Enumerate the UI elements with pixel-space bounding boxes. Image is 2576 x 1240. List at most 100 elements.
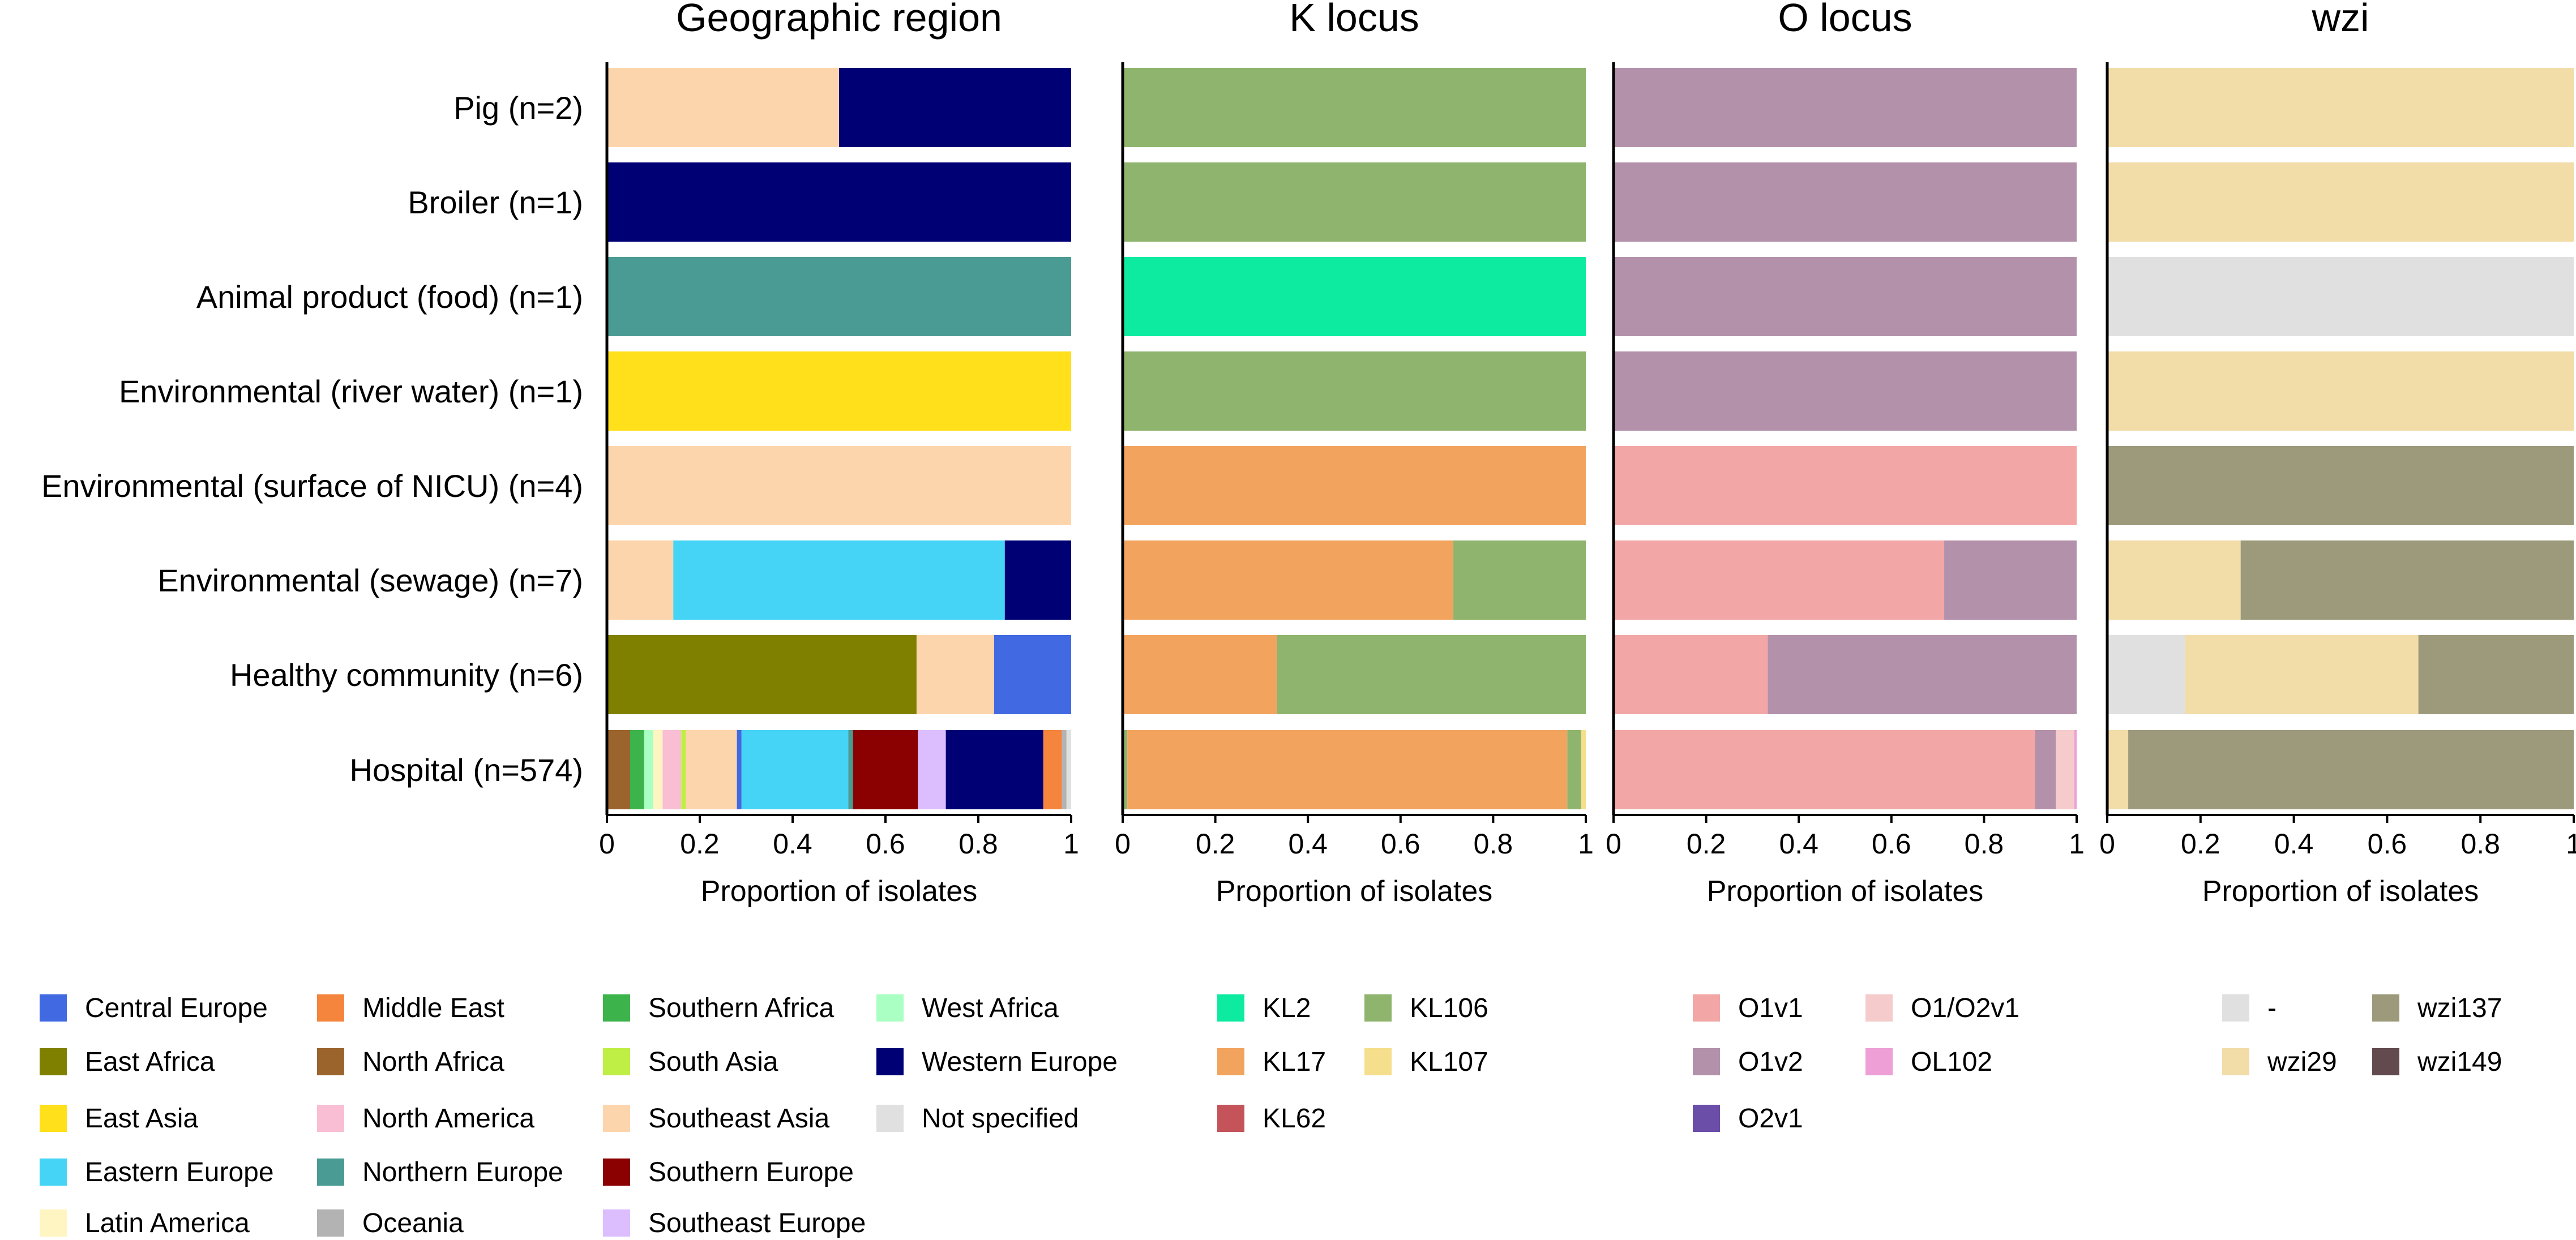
legend-swatch-3-1-0	[2372, 994, 2399, 1022]
legend-swatch-1-0-0	[1217, 994, 1244, 1022]
x-tick-label-3-5: 1	[2566, 828, 2576, 860]
x-axis-label-0: Proportion of isolates	[701, 875, 978, 908]
x-tick-label-3-0: 0	[2099, 828, 2115, 860]
legend-label-0-2-3: Southern Europe	[648, 1157, 854, 1187]
legend-swatch-1-0-1	[1217, 1048, 1244, 1075]
bar-segment-p2-r7-s2	[2056, 730, 2074, 809]
bar-segment-p1-r5-s1	[1453, 540, 1586, 620]
legend-swatch-1-1-1	[1364, 1048, 1392, 1075]
legend-swatch-0-2-0	[603, 994, 630, 1022]
x-axis-label-3: Proportion of isolates	[2202, 875, 2479, 908]
bar-segment-p2-r5-s1	[1944, 540, 2077, 620]
bar-segment-p0-r7-s2	[644, 730, 653, 809]
legend-swatch-0-0-2	[40, 1105, 67, 1132]
legend-swatch-0-2-3	[603, 1159, 630, 1186]
x-tick-label-3-3: 0.6	[2368, 828, 2407, 860]
bar-segment-p0-r7-s7	[737, 730, 742, 809]
bar-segment-p3-r2-s0	[2107, 257, 2574, 336]
bar-segment-p0-r3-s0	[607, 351, 1071, 431]
bar-segment-p0-r0-s0	[607, 68, 839, 147]
legend-swatch-0-2-2	[603, 1105, 630, 1132]
x-tick-label-1-1: 0.2	[1196, 828, 1235, 860]
category-label-6: Healthy community (n=6)	[230, 657, 583, 693]
legend-swatch-3-1-1	[2372, 1048, 2399, 1075]
bar-segment-p0-r2-s0	[607, 257, 1071, 336]
x-axis-label-1: Proportion of isolates	[1216, 875, 1493, 908]
x-tick-label-1-4: 0.8	[1474, 828, 1513, 860]
bar-segment-p0-r7-s12	[945, 730, 1043, 809]
legend-label-0-3-1: Western Europe	[922, 1047, 1118, 1077]
bar-segment-p0-r7-s10	[853, 730, 918, 809]
legend-label-0-2-2: Southeast Asia	[648, 1104, 830, 1134]
legend-label-0-2-4: Southeast Europe	[648, 1208, 866, 1238]
category-label-3: Environmental (river water) (n=1)	[119, 374, 583, 409]
bar-segment-p1-r7-s0	[1123, 730, 1128, 809]
legend-swatch-0-0-4	[40, 1209, 67, 1237]
category-label-5: Environmental (sewage) (n=7)	[157, 563, 583, 598]
legend-label-0-1-3: Northern Europe	[362, 1157, 563, 1187]
bar-segment-p2-r4-s0	[1614, 446, 2077, 525]
bar-segment-p1-r1-s0	[1123, 162, 1586, 242]
legend-label-2-0-2: O2v1	[1738, 1104, 1803, 1134]
category-label-0: Pig (n=2)	[453, 90, 583, 126]
x-tick-label-0-2: 0.4	[773, 828, 812, 860]
x-tick-label-0-0: 0	[599, 828, 615, 860]
legend-label-1-0-0: KL2	[1263, 993, 1311, 1023]
bar-segment-p0-r7-s13	[1043, 730, 1062, 809]
category-label-4: Environmental (surface of NICU) (n=4)	[41, 468, 583, 504]
legend-swatch-0-1-1	[317, 1048, 344, 1075]
legend-label-2-0-1: O1v2	[1738, 1047, 1803, 1077]
legend-swatch-0-3-2	[876, 1105, 904, 1132]
bar-segment-p0-r6-s0	[607, 635, 917, 714]
legend-label-0-1-4: Oceania	[362, 1208, 464, 1238]
legend-label-3-1-1: wzi149	[2417, 1047, 2502, 1077]
legend-swatch-2-0-1	[1693, 1048, 1720, 1075]
x-axis-label-2: Proportion of isolates	[1707, 875, 1984, 908]
legend-label-0-2-1: South Asia	[648, 1047, 778, 1077]
x-tick-label-0-3: 0.6	[866, 828, 905, 860]
legend-swatch-0-0-3	[40, 1159, 67, 1186]
bar-segment-p3-r4-s0	[2107, 446, 2574, 525]
bar-segment-p0-r7-s4	[662, 730, 682, 809]
bar-segment-p2-r3-s0	[1614, 351, 2077, 431]
x-tick-label-1-2: 0.4	[1288, 828, 1328, 860]
bar-segment-p0-r7-s3	[653, 730, 663, 809]
bar-segment-p0-r7-s15	[1066, 730, 1071, 809]
bar-segment-p1-r7-s1	[1127, 730, 1568, 809]
bar-segment-p0-r6-s2	[994, 635, 1071, 714]
x-tick-label-2-1: 0.2	[1687, 828, 1726, 860]
bar-segment-p1-r2-s0	[1123, 257, 1586, 336]
legend-swatch-0-0-0	[40, 994, 67, 1022]
bar-segment-p0-r7-s5	[681, 730, 686, 809]
bar-segment-p3-r0-s0	[2107, 68, 2574, 147]
legend-label-3-0-0: -	[2267, 993, 2277, 1023]
legend-swatch-0-1-2	[317, 1105, 344, 1132]
legend-swatch-1-0-2	[1217, 1105, 1244, 1132]
legend-label-1-1-0: KL106	[1410, 993, 1488, 1023]
legend-label-2-0-0: O1v1	[1738, 993, 1803, 1023]
bar-segment-p3-r6-s0	[2107, 635, 2185, 714]
bar-segment-p3-r7-s0	[2107, 730, 2129, 809]
panel-title-3: wzi	[2311, 0, 2369, 40]
x-tick-label-2-5: 1	[2069, 828, 2085, 860]
legend-label-3-0-1: wzi29	[2267, 1047, 2337, 1077]
bar-segment-p0-r7-s11	[918, 730, 946, 809]
bar-segment-p0-r7-s0	[607, 730, 630, 809]
legend-swatch-0-2-1	[603, 1048, 630, 1075]
bar-segment-p0-r0-s1	[839, 68, 1071, 147]
legend-label-0-0-4: Latin America	[85, 1208, 250, 1238]
x-tick-label-2-2: 0.4	[1779, 828, 1818, 860]
bar-segment-p2-r7-s3	[2074, 730, 2077, 809]
legend-label-0-0-1: East Africa	[85, 1047, 215, 1077]
legend-swatch-2-0-0	[1693, 994, 1720, 1022]
bar-segment-p2-r5-s0	[1614, 540, 1945, 620]
legend-label-0-0-3: Eastern Europe	[85, 1157, 274, 1187]
x-tick-label-0-4: 0.8	[958, 828, 998, 860]
legend-swatch-0-2-4	[603, 1209, 630, 1237]
legend-label-0-0-0: Central Europe	[85, 993, 268, 1023]
bar-segment-p2-r2-s0	[1614, 257, 2077, 336]
bar-segment-p2-r0-s0	[1614, 68, 2077, 147]
bar-segment-p0-r6-s1	[916, 635, 994, 714]
legend-label-0-2-0: Southern Africa	[648, 993, 835, 1023]
legend-swatch-0-0-1	[40, 1048, 67, 1075]
